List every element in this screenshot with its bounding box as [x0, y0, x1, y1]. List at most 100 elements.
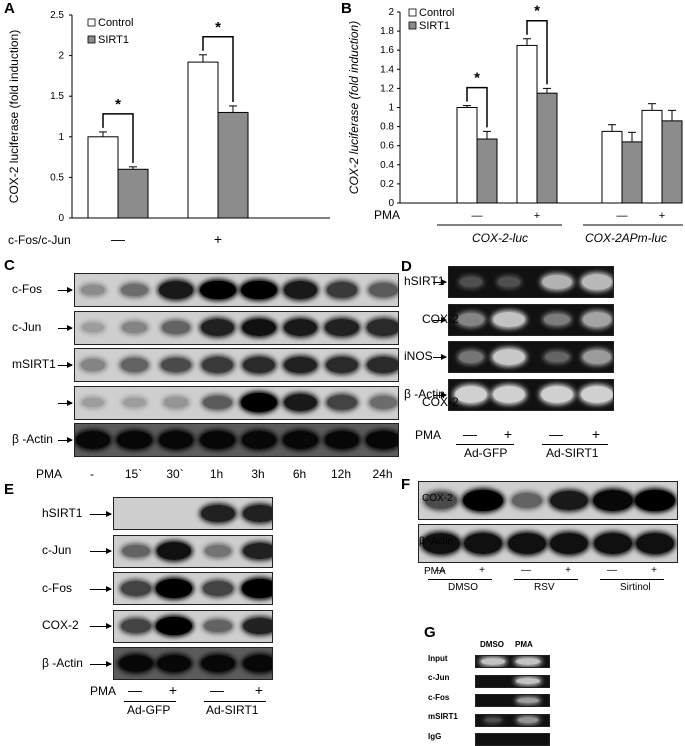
- arrow: [90, 548, 112, 554]
- bar-chart-a: 0 0.5 1 1.5 2 2.5 COX-2 luciferase (fold induc…: [7, 10, 330, 247]
- blot-band: [283, 356, 318, 374]
- group-line: [600, 579, 664, 580]
- bar: [217, 111, 249, 219]
- panel-letter-c: C: [4, 257, 15, 274]
- lane-label: 3h: [251, 467, 265, 481]
- significance-star: *: [215, 19, 221, 36]
- arrow: [433, 316, 447, 323]
- blot-row-label: IgG: [428, 731, 442, 741]
- blot-row-label: β -Actin: [404, 386, 445, 401]
- blot-row-label: c-Fos: [42, 580, 72, 595]
- blot-strip: [113, 534, 273, 568]
- arrow: [90, 623, 112, 629]
- pma-sign: +: [565, 565, 571, 576]
- bar: [456, 107, 478, 204]
- blot-band: [325, 319, 359, 336]
- blot-strip: [448, 303, 614, 336]
- y-tick-label: 0.6: [380, 141, 394, 152]
- y-tick-label: 2.5: [50, 10, 64, 21]
- bar: [187, 61, 219, 219]
- blot-row-label: COX-2: [422, 311, 459, 326]
- bar: [536, 92, 558, 204]
- arrow: [58, 437, 73, 443]
- group-label: Sirtinol: [620, 582, 651, 593]
- y-tick-label: 0.5: [50, 172, 64, 183]
- blot-band: [493, 348, 525, 366]
- legend-swatch: [87, 18, 96, 27]
- category-label: +: [214, 231, 222, 247]
- blot-row-label: COX-2: [42, 618, 79, 632]
- blot-band: [484, 718, 502, 722]
- group-label: Ad-SIRT1: [206, 703, 259, 717]
- panel-letter-f: F: [401, 476, 411, 493]
- blot-band: [205, 545, 231, 557]
- blot-band: [516, 658, 540, 665]
- blot-band: [517, 717, 539, 723]
- pma-label: PMA: [36, 467, 63, 481]
- arrow: [58, 287, 73, 293]
- group-line: [514, 579, 578, 580]
- blot-band: [80, 359, 106, 371]
- blot-band: [123, 397, 146, 408]
- blot-strip: [448, 378, 614, 411]
- pma-sign: —: [128, 682, 142, 698]
- category-label: —: [472, 210, 483, 222]
- pma-sign: +: [254, 682, 264, 698]
- blot-band: [635, 533, 675, 554]
- significance-star: *: [115, 96, 121, 113]
- pma-sign: —: [521, 565, 531, 576]
- blot-strip: [113, 609, 273, 643]
- panel-letter-d: D: [401, 258, 412, 275]
- blot-band: [121, 283, 148, 297]
- row-label: c-Fos/c-Jun: [8, 233, 71, 247]
- blot-row-label: hSIRT1: [42, 505, 83, 520]
- blot-band: [118, 654, 154, 673]
- y-tick-label: 1.2: [380, 83, 394, 94]
- blot-band: [583, 350, 611, 364]
- blot-band: [324, 431, 360, 449]
- pma-sign: +: [168, 682, 178, 698]
- legend-swatch: [408, 21, 417, 30]
- blot-row-label: COX-2: [422, 394, 459, 409]
- legend-label: SIRT1: [98, 34, 129, 46]
- blot-band: [156, 654, 192, 673]
- arrow: [433, 279, 447, 285]
- blot-band: [164, 397, 188, 408]
- blot-band: [549, 533, 589, 554]
- blot-band: [243, 542, 272, 560]
- panel-letter-a: A: [4, 0, 15, 17]
- blot-row-label: c-Jun: [12, 319, 42, 334]
- arrow: [90, 585, 112, 592]
- category-label: —: [111, 231, 125, 247]
- pma-label: PMA: [90, 684, 117, 698]
- blot-band: [635, 489, 675, 512]
- significance-star: *: [534, 3, 540, 20]
- blot-band: [493, 311, 525, 328]
- blot-row-label: hSIRT1: [404, 274, 445, 288]
- row-label: PMA: [374, 208, 400, 222]
- arrow: [58, 324, 73, 331]
- blot-band: [593, 490, 633, 511]
- significance-bracket: [526, 19, 548, 85]
- blot-band: [75, 431, 111, 449]
- blot-band: [120, 618, 152, 634]
- category-label: —: [617, 210, 628, 222]
- blot-band: [370, 396, 397, 409]
- blot-band: [242, 579, 272, 598]
- panel-letter-e: E: [4, 481, 15, 498]
- blot-band: [202, 581, 234, 596]
- blot-band: [544, 313, 570, 326]
- lane-label: 12h: [330, 467, 352, 481]
- blot-band: [162, 320, 190, 335]
- y-tick-label: 1.5: [50, 91, 64, 102]
- blot-band: [454, 386, 488, 403]
- significance-bracket: [202, 36, 234, 102]
- bar: [516, 44, 538, 204]
- y-tick-label: 1.6: [380, 45, 394, 56]
- blot-band: [424, 492, 458, 509]
- column-label: DMSO: [480, 640, 504, 649]
- blot-band: [81, 284, 105, 296]
- arrow: [90, 660, 112, 667]
- blot-band: [366, 431, 398, 449]
- legend-swatch: [87, 35, 96, 44]
